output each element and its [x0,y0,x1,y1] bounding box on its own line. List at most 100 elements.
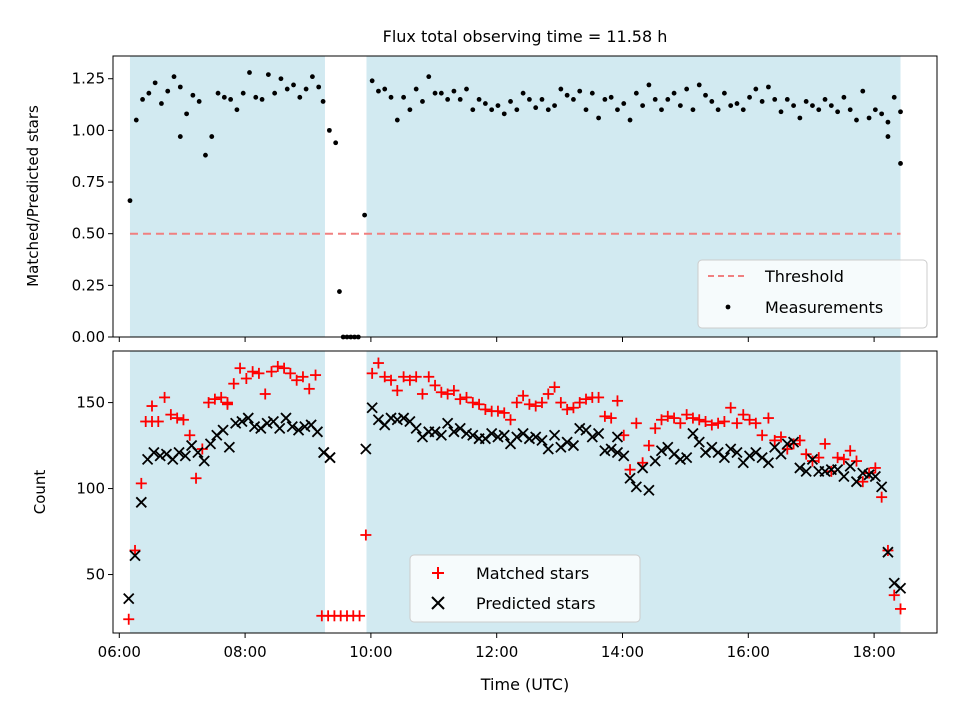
measurement-point [828,103,834,108]
measurement-point [615,107,620,113]
predicted-star-point [819,465,831,478]
predicted-star-point [204,438,217,450]
matched-star-point [611,395,623,407]
predicted-star-point [441,417,454,429]
cross-arm [706,441,718,453]
matched-star-point [505,414,517,426]
matched-star-point [681,409,693,421]
predicted-star-point [863,469,875,481]
measurement-point [885,119,891,125]
measurement-point [508,99,513,104]
matched-star-point [184,429,196,441]
bottom-legend: Matched stars Predicted stars [409,554,641,623]
predicted-star-point [882,546,894,558]
predicted-star-point [687,427,699,440]
measurement-point [369,78,375,84]
cross-arm [372,414,385,426]
measurement-point [677,103,683,108]
matched-star-point [240,373,252,385]
measurement-point [552,103,557,108]
cross-arm [286,421,298,433]
matched-star-point [788,438,800,450]
measurement-point [734,101,740,106]
predicted-star-point [148,446,160,459]
matched-star-point [542,388,554,400]
x-tick-label: 12:00 [475,643,518,661]
legend-threshold-label: Threshold [764,267,844,286]
cross-arm [781,438,793,450]
cross-arm [844,460,856,472]
measurement-point [747,94,752,100]
cross-arm [160,448,173,460]
cross-arm [236,415,248,428]
measurement-point [382,86,388,92]
measurement-point [438,90,444,96]
y-tick-label: 100 [76,480,105,498]
measurement-point [127,198,133,204]
predicted-star-point [681,451,693,464]
matched-star-point [624,464,636,476]
matched-star-point [668,412,680,424]
matched-star-point [744,414,756,426]
matched-star-point [775,431,787,443]
predicted-star-point [230,417,242,429]
matched-star-point [561,403,573,415]
cross-arm [662,441,674,453]
measurement-point [190,92,196,98]
measurement-point [633,90,639,96]
measurement-point [376,88,381,94]
cross-arm [129,549,141,562]
predicted-star-point [242,412,254,424]
measurement-point [715,107,721,113]
cross-arm [605,443,617,455]
predicted-star-point [366,402,378,414]
measurement-point [753,86,759,92]
measurement-point [891,94,897,100]
matched-star-point [310,369,322,381]
measurement-point [797,115,803,121]
measurement-point [784,96,790,102]
cross-arm [217,424,229,436]
x-tick-label: 08:00 [223,643,266,661]
predicted-star-point [800,465,812,478]
cross-arm [643,484,655,496]
cross-arm [410,422,422,435]
measurement-point [388,94,394,100]
matched-star-point [259,388,271,400]
measurement-point [234,107,240,113]
cross-arm [831,464,844,476]
cross-arm [712,446,724,459]
cross-arm [863,469,875,481]
matched-star-point [209,393,221,405]
cross-arm [148,446,160,459]
matched-star-point [832,452,844,464]
y-tick-label: 0.25 [72,276,105,294]
measurement-point [810,103,815,108]
matched-star-point [530,400,542,412]
matched-star-point [354,610,366,622]
measurement-point [445,96,451,102]
measurement-point [841,94,847,100]
measurement-point [177,84,183,90]
matched-star-point [605,412,617,424]
matched-star-point [580,393,592,405]
matched-star-point [687,412,699,424]
matched-star-point [435,386,447,398]
measurement-point [501,111,507,117]
measurement-point [253,94,259,100]
cross-arm [850,476,863,488]
predicted-star-point [794,462,806,474]
measurement-point [362,212,368,218]
measurement-point [209,134,215,139]
measurement-point [571,96,576,102]
predicted-star-point [781,438,793,450]
cross-arm [750,446,762,459]
y-tick-label: 0.00 [72,328,105,346]
predicted-star-point [806,453,819,465]
cross-arm [360,443,372,455]
predicted-star-point [129,549,141,562]
measurement-point [854,117,859,123]
predicted-star-point [498,429,510,441]
cross-arm [756,451,768,464]
